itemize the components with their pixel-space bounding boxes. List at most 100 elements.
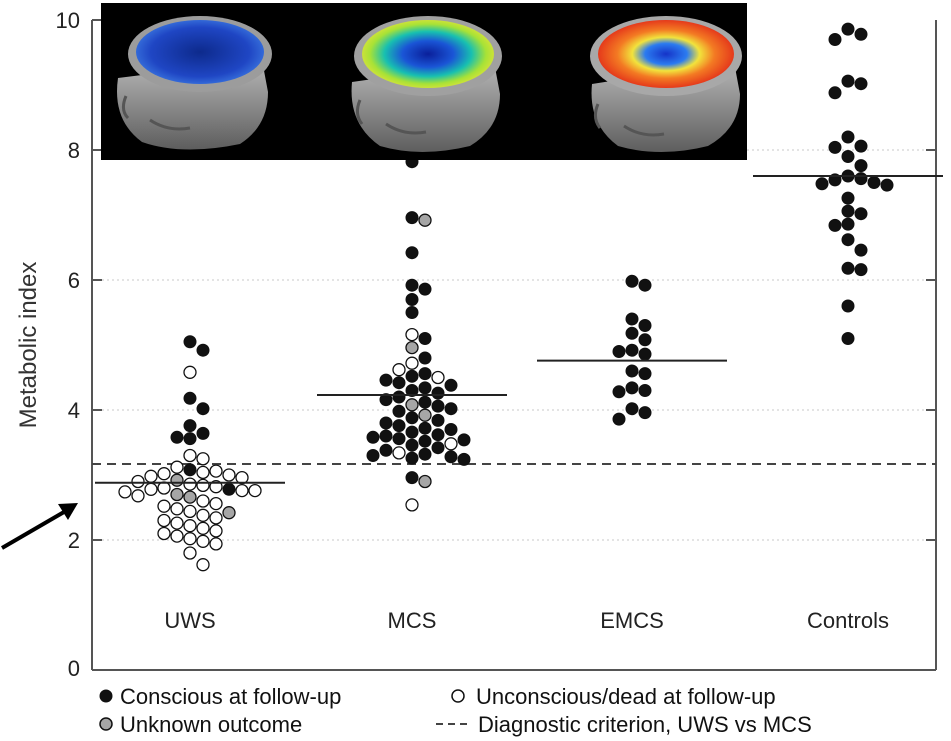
data-point-controls-conscious — [867, 176, 881, 189]
data-point-mcs-conscious — [418, 367, 432, 381]
data-point-mcs-unknown — [405, 398, 419, 412]
data-point-emcs-conscious — [638, 319, 652, 332]
legend-marker-conscious — [99, 689, 113, 703]
data-point-mcs-unconscious — [405, 498, 419, 512]
data-point-controls-conscious — [854, 243, 868, 257]
data-point-uws-unconscious — [209, 496, 223, 511]
data-point-controls-conscious — [841, 204, 855, 218]
data-point-controls-conscious — [854, 27, 868, 41]
data-point-mcs-conscious — [405, 411, 419, 425]
data-point-uws-unconscious — [157, 499, 171, 513]
data-point-controls-conscious — [841, 233, 855, 247]
data-point-controls-conscious — [854, 172, 868, 186]
y-tick-label: 8 — [68, 138, 80, 163]
data-point-controls-conscious — [854, 207, 868, 221]
data-point-uws-unconscious — [144, 469, 158, 483]
data-point-mcs-conscious — [457, 452, 471, 466]
legend-label-unconscious: Unconscious/dead at follow-up — [476, 684, 776, 709]
data-point-mcs-conscious — [392, 376, 406, 390]
data-point-mcs-conscious — [405, 471, 419, 485]
legend-label-criterion: Diagnostic criterion, UWS vs MCS — [478, 712, 812, 737]
data-point-uws-conscious — [183, 432, 197, 446]
data-point-mcs-conscious — [405, 211, 419, 225]
data-point-mcs-unknown — [405, 340, 419, 355]
data-point-emcs-conscious — [638, 384, 652, 397]
data-point-uws-unconscious — [196, 494, 210, 508]
data-point-mcs-conscious — [444, 423, 458, 436]
data-point-mcs-conscious — [457, 433, 471, 447]
y-axis-title: Metabolic index — [15, 262, 42, 429]
data-point-mcs-conscious — [405, 278, 419, 292]
data-point-mcs-conscious — [418, 282, 432, 296]
data-point-emcs-conscious — [638, 278, 652, 292]
data-point-mcs-unknown — [418, 474, 432, 489]
legend-marker-unconscious — [451, 689, 465, 703]
data-point-mcs-conscious — [379, 393, 393, 407]
category-label-uws: UWS — [164, 608, 215, 633]
data-point-uws-unconscious — [170, 516, 184, 530]
data-point-uws-unconscious — [196, 465, 210, 480]
data-point-uws-unconscious — [170, 502, 184, 516]
axes — [91, 19, 937, 671]
data-point-uws-unconscious — [157, 526, 171, 541]
y-tick-label: 0 — [68, 656, 80, 681]
data-point-uws-unconscious — [196, 508, 210, 522]
legend-label-unknown: Unknown outcome — [120, 712, 302, 737]
data-point-uws-unconscious — [183, 546, 197, 560]
data-point-mcs-conscious — [431, 441, 445, 455]
data-point-mcs-conscious — [418, 434, 432, 448]
data-point-uws-unconscious — [209, 537, 223, 551]
data-point-mcs-conscious — [405, 306, 419, 319]
data-point-controls-conscious — [815, 177, 829, 191]
data-point-controls-conscious — [841, 217, 855, 231]
legend-marker-unknown — [99, 717, 113, 731]
category-label-mcs: MCS — [388, 608, 437, 633]
data-point-mcs-conscious — [405, 293, 419, 306]
data-point-uws-unconscious — [209, 524, 223, 538]
data-point-mcs-conscious — [366, 449, 380, 462]
brain-scan-mcs — [351, 16, 502, 152]
data-point-uws-unconscious — [131, 474, 145, 489]
data-point-controls-conscious — [828, 140, 842, 154]
arrow-annotation — [0, 503, 78, 550]
data-point-uws-unconscious — [248, 483, 262, 498]
data-point-uws-conscious — [196, 343, 210, 357]
data-point-uws-unconscious — [222, 468, 236, 482]
data-point-uws-conscious — [183, 391, 197, 405]
data-point-uws-unconscious — [183, 477, 197, 491]
data-point-controls-conscious — [841, 22, 855, 36]
data-point-mcs-conscious — [392, 404, 406, 418]
data-point-mcs-conscious — [431, 399, 445, 413]
data-point-mcs-conscious — [431, 386, 445, 400]
data-point-mcs-unconscious — [431, 370, 445, 385]
data-point-mcs-conscious — [392, 419, 406, 433]
data-point-mcs-conscious — [405, 425, 419, 439]
data-point-mcs-unknown — [418, 408, 432, 422]
category-label-emcs: EMCS — [600, 608, 664, 633]
data-point-uws-unconscious — [157, 513, 171, 528]
data-point-emcs-conscious — [638, 333, 652, 347]
data-point-mcs-unconscious — [405, 327, 419, 342]
data-point-mcs-conscious — [379, 416, 393, 430]
data-point-emcs-conscious — [638, 367, 652, 381]
data-point-uws-conscious — [222, 482, 236, 496]
data-point-controls-conscious — [828, 86, 842, 100]
data-point-emcs-conscious — [625, 326, 639, 340]
data-point-uws-unconscious — [235, 483, 249, 498]
data-point-mcs-conscious — [418, 351, 432, 365]
data-point-emcs-conscious — [625, 381, 639, 395]
data-point-uws-unconscious — [144, 482, 158, 496]
y-tick-labels: 10 8 6 4 2 0 — [56, 8, 80, 681]
data-point-uws-conscious — [183, 419, 197, 433]
data-point-emcs-conscious — [612, 412, 626, 426]
data-point-emcs-conscious — [625, 402, 639, 416]
data-point-mcs-conscious — [366, 430, 380, 444]
data-point-emcs-conscious — [612, 385, 626, 399]
data-point-mcs-conscious — [431, 413, 445, 427]
data-point-mcs-conscious — [418, 381, 432, 395]
data-point-mcs-conscious — [444, 402, 458, 416]
category-labels: UWS MCS EMCS Controls — [164, 608, 889, 633]
y-tick-label: 2 — [68, 528, 80, 553]
data-point-controls-conscious — [880, 178, 894, 192]
data-point-mcs-conscious — [392, 432, 406, 446]
